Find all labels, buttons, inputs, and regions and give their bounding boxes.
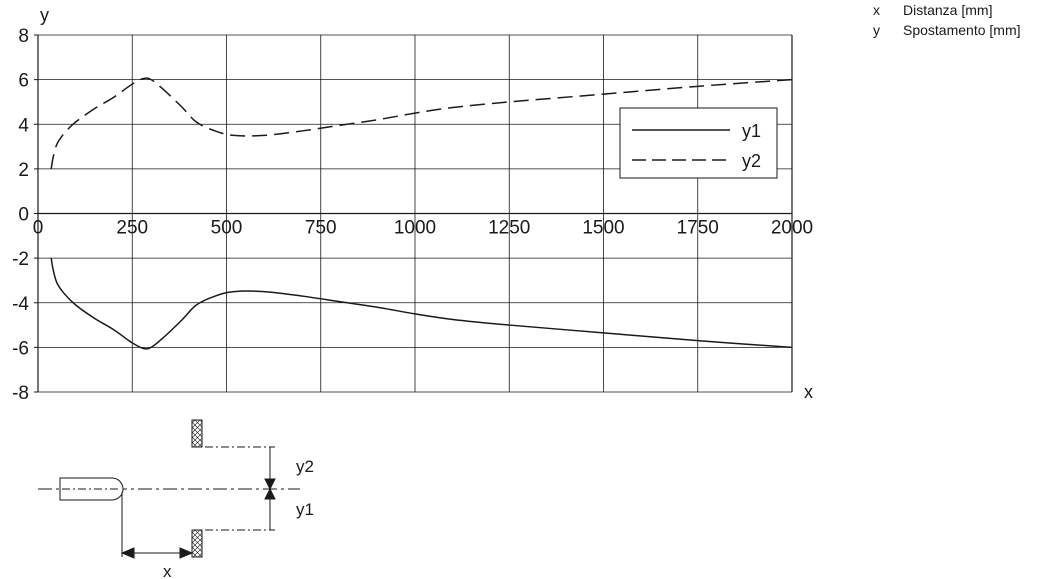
x-tick-label: 1250	[488, 218, 530, 239]
target-top	[191, 419, 203, 448]
sketch-label-y2: y2	[296, 457, 314, 476]
y-tick-label: -6	[12, 338, 29, 359]
axis-key: x Distanza [mm] y Spostamento [mm]	[873, 0, 1021, 40]
y-tick-label: 0	[18, 205, 29, 226]
y-axis-letter: y	[40, 5, 49, 25]
y-tick-label: -4	[12, 294, 29, 315]
x-tick-label: 500	[211, 218, 243, 239]
x-tick-label: 2000	[771, 218, 813, 239]
legend-box	[619, 107, 778, 179]
y-tick-label: -8	[12, 383, 29, 404]
legend-label-y1: y1	[742, 121, 761, 141]
y-tick-label: 2	[18, 160, 29, 181]
tick-labels: 0 250 500 750 1000 1250 1500 1750 200086420-2-4-…	[12, 26, 813, 404]
axis-key-row-x: x Distanza [mm]	[873, 0, 1021, 20]
chart-series	[50, 77, 793, 350]
x-tick-label: 250	[116, 218, 148, 239]
series-line-y1	[50, 258, 793, 350]
target-bottom	[191, 529, 203, 558]
y-tick-label: 6	[18, 71, 29, 92]
axis-key-letter: y	[873, 22, 880, 38]
axis-key-row-y: y Spostamento [mm]	[873, 20, 1021, 40]
y-tick-label: -2	[12, 249, 29, 270]
dim-y2-arrow	[264, 478, 276, 491]
axis-key-description: Spostamento [mm]	[903, 22, 1021, 38]
dim-y1-arrow	[264, 487, 276, 500]
x-tick-label: 750	[305, 218, 337, 239]
dim-x-arrow-right	[179, 547, 194, 559]
chart-legend: y1 y2	[619, 107, 778, 179]
x-axis-letter: x	[804, 382, 813, 402]
x-tick-label: 1000	[394, 218, 436, 239]
setup-sketch	[38, 419, 300, 559]
sensor-body	[59, 477, 124, 501]
dim-x-arrow-left	[120, 547, 135, 559]
sketch-label-y1: y1	[296, 500, 314, 519]
sketch-label-x: x	[163, 562, 172, 579]
x-tick-label: 0	[33, 218, 44, 239]
y-tick-label: 4	[18, 115, 29, 136]
x-tick-label: 1750	[677, 218, 719, 239]
legend-label-y2: y2	[742, 151, 761, 171]
x-tick-label: 1500	[582, 218, 624, 239]
series-line-y2	[50, 77, 793, 169]
axis-key-description: Distanza [mm]	[903, 2, 993, 18]
axis-key-letter: x	[873, 2, 880, 18]
y-tick-label: 8	[18, 26, 29, 47]
